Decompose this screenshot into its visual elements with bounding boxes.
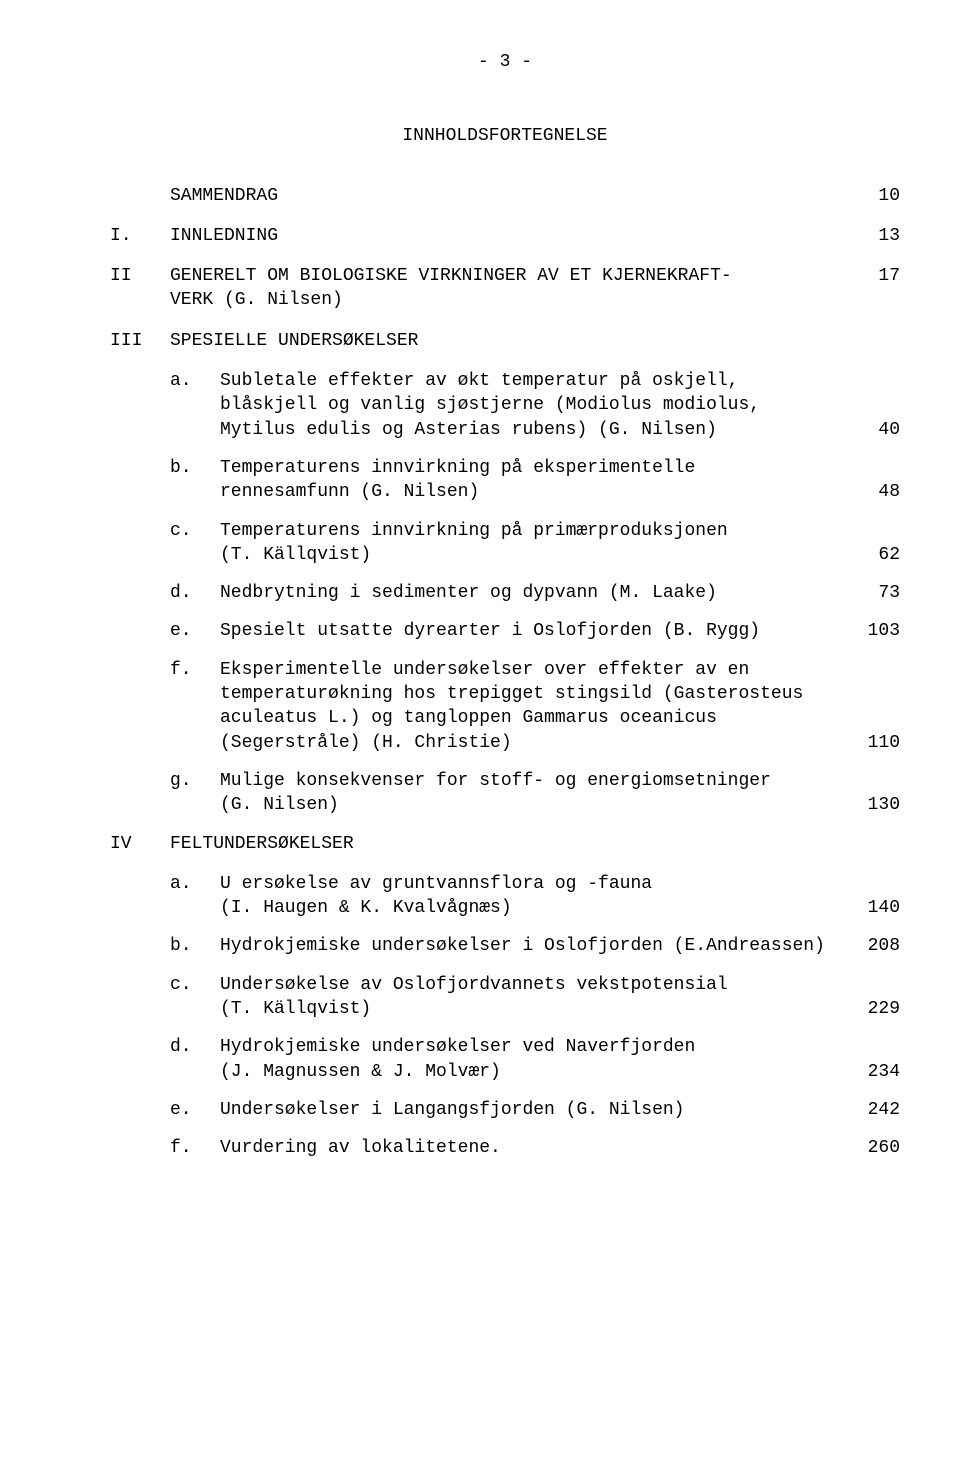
toc-page: 234 [850,1060,900,1084]
toc-label: c. [170,519,220,543]
toc-text-line: Temperaturens innvirkning på primærprodu… [220,519,830,543]
toc-page: 13 [850,224,900,248]
toc-entry-IVf: f. Vurdering av lokalitetene. 260 [170,1136,900,1160]
toc-label: e. [170,1098,220,1122]
toc-text-line: Temperaturens innvirkning på eksperiment… [220,456,830,480]
toc-entry-I: I. INNLEDNING 13 [110,224,900,248]
toc-label: f. [170,658,220,682]
toc-page: 208 [850,934,900,958]
toc-text-line: (J. Magnussen & J. Molvær) [220,1060,830,1084]
toc-text: Spesielt utsatte dyrearter i Oslofjorden… [220,619,850,643]
toc-text-line: Hydrokjemiske undersøkelser ved Naverfjo… [220,1035,830,1059]
toc-page: 110 [850,731,900,755]
toc-text-line: Mulige konsekvenser for stoff- og energi… [220,769,830,793]
toc-entry-IV: IV FELTUNDERSØKELSER [110,832,900,856]
toc-label: d. [170,1035,220,1059]
toc-text: Temperaturens innvirkning på eksperiment… [220,456,850,505]
toc-entry-IIIb: b. Temperaturens innvirkning på eksperim… [170,456,900,505]
toc-text-line: blåskjell og vanlig sjøstjerne (Modiolus… [220,393,830,417]
toc-page: 260 [850,1136,900,1160]
toc-text: Hydrokjemiske undersøkelser i Oslofjorde… [220,934,850,958]
toc-page: 229 [850,997,900,1021]
toc-entry-IIIe: e. Spesielt utsatte dyrearter i Oslofjor… [170,619,900,643]
toc-text-line: (T. Källqvist) [220,543,830,567]
toc-text: SPESIELLE UNDERSØKELSER [170,329,850,353]
toc-page: 103 [850,619,900,643]
toc-text: U ersøkelse av gruntvannsflora og -fauna… [220,872,850,921]
toc-text-line: (G. Nilsen) [220,793,830,817]
toc-text-line: Mytilus edulis og Asterias rubens) (G. N… [220,418,830,442]
toc-text-line: (I. Haugen & K. Kvalvågnæs) [220,896,830,920]
page-number-top: - 3 - [110,50,900,74]
toc-text: Mulige konsekvenser for stoff- og energi… [220,769,850,818]
toc-page: 130 [850,793,900,817]
toc-entry-sammendrag: SAMMENDRAG 10 [110,184,900,208]
toc-label: b. [170,934,220,958]
toc-label: II [110,264,170,288]
toc-label: g. [170,769,220,793]
toc-text-line: (Segerstråle) (H. Christie) [220,731,830,755]
toc-label: I. [110,224,170,248]
toc-text: SAMMENDRAG [170,184,850,208]
toc-text: Subletale effekter av økt temperatur på … [220,369,850,442]
toc-entry-IVb: b. Hydrokjemiske undersøkelser i Oslofjo… [170,934,900,958]
toc-text: INNLEDNING [170,224,850,248]
toc-page: 40 [850,418,900,442]
toc-text-line: aculeatus L.) og tangloppen Gammarus oce… [220,706,830,730]
toc-text: GENERELT OM BIOLOGISKE VIRKNINGER AV ET … [170,264,850,313]
toc-label: c. [170,973,220,997]
toc-label: IV [110,832,170,856]
toc-entry-II: II GENERELT OM BIOLOGISKE VIRKNINGER AV … [110,264,900,313]
toc-text-line: VERK (G. Nilsen) [170,288,830,312]
toc-text: Temperaturens innvirkning på primærprodu… [220,519,850,568]
toc-label: a. [170,872,220,896]
toc-entry-IVc: c. Undersøkelse av Oslofjordvannets veks… [170,973,900,1022]
toc-text-line: temperaturøkning hos trepigget stingsild… [220,682,830,706]
toc-page: 73 [850,581,900,605]
toc-page: 62 [850,543,900,567]
toc-text: Nedbrytning i sedimenter og dypvann (M. … [220,581,850,605]
toc-text: Undersøkelse av Oslofjordvannets vekstpo… [220,973,850,1022]
toc-text: Undersøkelser i Langangsfjorden (G. Nils… [220,1098,850,1122]
toc-label: a. [170,369,220,393]
toc-text: Hydrokjemiske undersøkelser ved Naverfjo… [220,1035,850,1084]
toc-text-line: GENERELT OM BIOLOGISKE VIRKNINGER AV ET … [170,264,830,288]
toc-entry-IVe: e. Undersøkelser i Langangsfjorden (G. N… [170,1098,900,1122]
toc-page: 17 [850,264,900,288]
toc-entry-III: III SPESIELLE UNDERSØKELSER [110,329,900,353]
toc-text: FELTUNDERSØKELSER [170,832,850,856]
toc-page: 242 [850,1098,900,1122]
toc-label: e. [170,619,220,643]
toc-label: d. [170,581,220,605]
toc-text-line: Eksperimentelle undersøkelser over effek… [220,658,830,682]
title: INNHOLDSFORTEGNELSE [110,124,900,148]
toc-text-line: U ersøkelse av gruntvannsflora og -fauna [220,872,830,896]
toc-page: 48 [850,480,900,504]
toc-label: b. [170,456,220,480]
toc-page: 140 [850,896,900,920]
toc-label: III [110,329,170,353]
toc-text-line: rennesamfunn (G. Nilsen) [220,480,830,504]
toc-text-line: (T. Källqvist) [220,997,830,1021]
toc-entry-IIId: d. Nedbrytning i sedimenter og dypvann (… [170,581,900,605]
toc-entry-IIIg: g. Mulige konsekvenser for stoff- og ene… [170,769,900,818]
toc-entry-IIIf: f. Eksperimentelle undersøkelser over ef… [170,658,900,755]
toc-text-line: Undersøkelse av Oslofjordvannets vekstpo… [220,973,830,997]
toc-entry-IIIc: c. Temperaturens innvirkning på primærpr… [170,519,900,568]
toc-text-line: Subletale effekter av økt temperatur på … [220,369,830,393]
toc-page: 10 [850,184,900,208]
toc-entry-IIIa: a. Subletale effekter av økt temperatur … [170,369,900,442]
toc-label: f. [170,1136,220,1160]
toc-text: Eksperimentelle undersøkelser over effek… [220,658,850,755]
toc-entry-IVd: d. Hydrokjemiske undersøkelser ved Naver… [170,1035,900,1084]
toc-entry-IVa: a. U ersøkelse av gruntvannsflora og -fa… [170,872,900,921]
toc-text: Vurdering av lokalitetene. [220,1136,850,1160]
